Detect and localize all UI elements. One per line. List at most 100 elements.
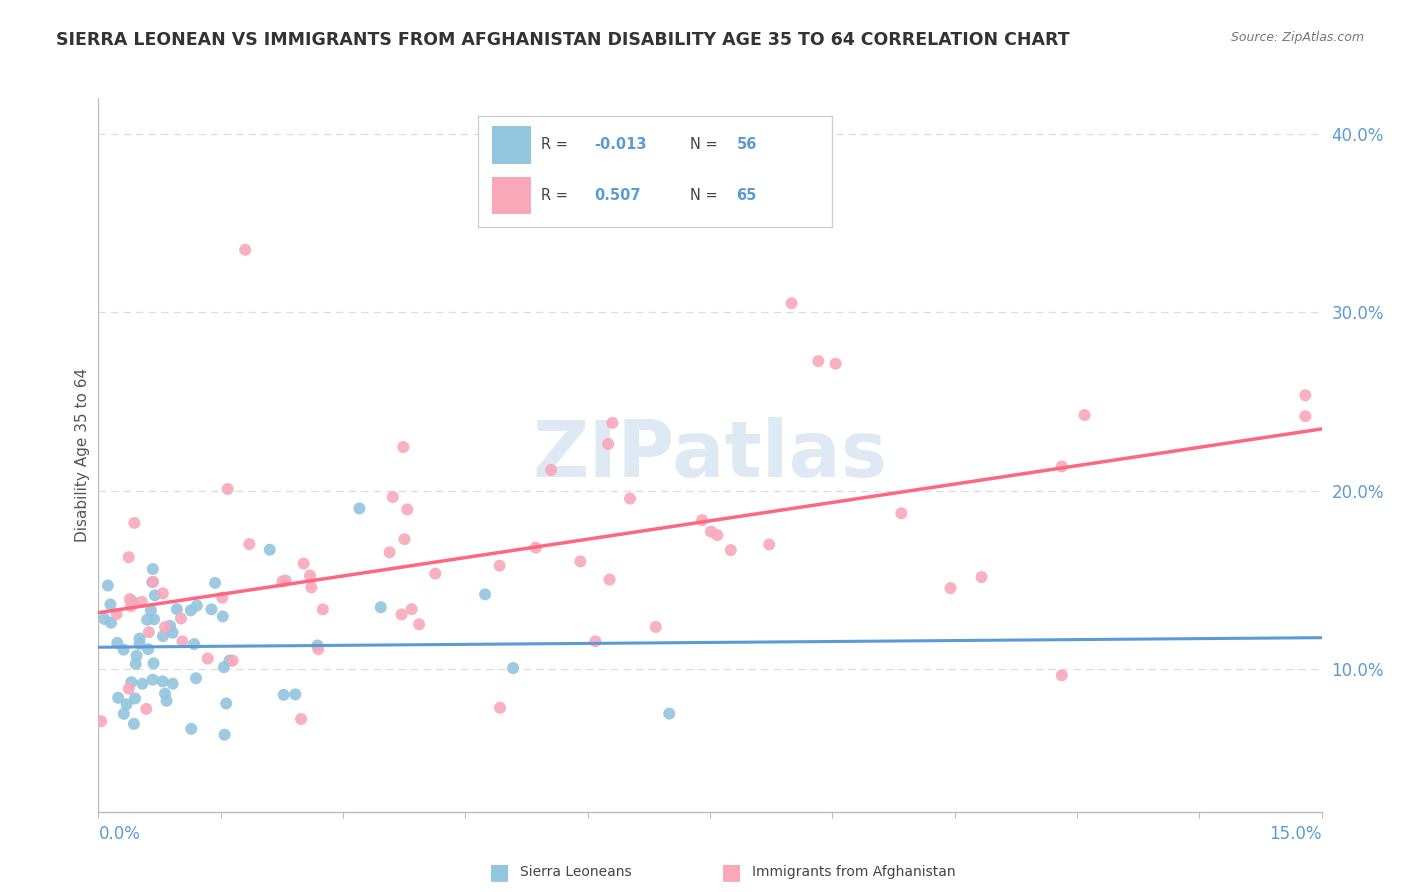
Point (807, 354, 830, 368)
Text: 0.0%: 0.0% (98, 825, 141, 843)
Point (211, 609, 233, 624)
Point (1294, 388, 1316, 402)
Text: Source: ZipAtlas.com: Source: ZipAtlas.com (1230, 31, 1364, 45)
Point (112, 706, 135, 721)
Point (131, 677, 153, 691)
Point (93, 612, 115, 626)
Point (524, 541, 547, 555)
Point (408, 617, 430, 632)
Point (142, 574, 165, 589)
Point (186, 599, 208, 613)
Point (180, 603, 202, 617)
Point (939, 581, 962, 595)
Point (890, 506, 912, 520)
Point (153, 620, 176, 634)
Point (107, 690, 129, 705)
Point (299, 580, 322, 594)
Point (115, 698, 138, 712)
Point (489, 700, 512, 714)
Point (141, 575, 163, 590)
Point (155, 694, 177, 708)
Point (391, 607, 413, 622)
Point (197, 651, 219, 665)
Point (307, 639, 329, 653)
Text: Immigrants from Afghanistan: Immigrants from Afghanistan (752, 865, 956, 880)
Point (170, 611, 193, 625)
Point (180, 722, 202, 736)
Point (284, 687, 307, 701)
Point (970, 570, 993, 584)
Point (211, 591, 233, 605)
Point (370, 600, 392, 615)
Point (121, 594, 143, 608)
Point (619, 491, 641, 506)
Point (658, 706, 681, 721)
Point (394, 532, 416, 546)
Point (644, 620, 666, 634)
Point (299, 568, 322, 582)
Point (143, 588, 166, 602)
Point (100, 615, 122, 630)
Point (200, 602, 222, 616)
Point (212, 660, 235, 674)
Point (118, 592, 141, 607)
Point (599, 573, 621, 587)
Point (540, 463, 562, 477)
Point (218, 654, 240, 668)
Point (112, 642, 135, 657)
Text: SIERRA LEONEAN VS IMMIGRANTS FROM AFGHANISTAN DISABILITY AGE 35 TO 64 CORRELATIO: SIERRA LEONEAN VS IMMIGRANTS FROM AFGHAN… (56, 31, 1070, 49)
Point (90, 714, 112, 729)
Point (128, 632, 150, 646)
Text: ■: ■ (721, 863, 741, 882)
Text: ■: ■ (489, 863, 509, 882)
Point (128, 637, 150, 651)
Point (238, 537, 260, 551)
Point (105, 607, 128, 621)
Point (274, 574, 297, 588)
Point (214, 728, 236, 742)
Point (153, 687, 176, 701)
Point (392, 440, 415, 454)
Point (105, 636, 128, 650)
Point (217, 482, 239, 496)
Point (172, 634, 194, 648)
Point (120, 599, 142, 614)
Point (152, 586, 174, 600)
Y-axis label: Disability Age 35 to 64: Disability Age 35 to 64 (75, 368, 90, 542)
Point (292, 557, 315, 571)
Point (312, 602, 335, 616)
Point (1073, 408, 1095, 422)
Point (143, 612, 166, 626)
Point (138, 625, 160, 640)
Point (349, 501, 371, 516)
Point (290, 712, 312, 726)
Point (135, 702, 157, 716)
Point (690, 513, 713, 527)
Point (131, 595, 153, 609)
Point (502, 661, 524, 675)
Point (1050, 668, 1073, 682)
Point (222, 654, 245, 668)
Point (780, 296, 803, 310)
Point (381, 490, 404, 504)
Point (159, 619, 181, 633)
Point (215, 697, 238, 711)
Point (1294, 409, 1316, 424)
Point (401, 602, 423, 616)
Point (118, 550, 141, 565)
Point (125, 657, 148, 671)
Point (488, 558, 510, 573)
Point (120, 675, 142, 690)
Point (124, 516, 146, 530)
Text: 15.0%: 15.0% (1270, 825, 1322, 843)
Point (583, 634, 606, 648)
Point (142, 657, 165, 671)
Point (758, 537, 780, 551)
Point (425, 566, 447, 581)
Point (204, 575, 226, 590)
Point (569, 554, 592, 568)
Point (125, 648, 148, 663)
Point (162, 625, 184, 640)
Point (700, 524, 723, 539)
Point (378, 545, 401, 559)
